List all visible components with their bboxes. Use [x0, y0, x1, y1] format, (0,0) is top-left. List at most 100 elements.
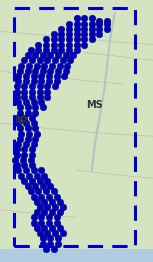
Point	[69, 58, 72, 62]
Point	[32, 121, 35, 125]
Point	[23, 152, 26, 157]
Point	[60, 32, 62, 36]
Point	[72, 53, 75, 57]
Point	[57, 242, 59, 246]
Point	[55, 194, 58, 199]
Point	[40, 221, 43, 225]
Point	[31, 84, 33, 89]
Point	[42, 184, 44, 188]
Point	[32, 74, 35, 78]
Point	[40, 100, 43, 104]
Point	[45, 247, 47, 251]
Point	[39, 205, 41, 209]
Point	[68, 48, 70, 52]
Point	[106, 27, 108, 31]
Point	[98, 27, 101, 31]
Point	[57, 69, 59, 73]
Point	[55, 215, 58, 220]
Point	[83, 32, 85, 36]
Point	[31, 90, 33, 94]
Point	[34, 184, 36, 188]
Point	[17, 100, 20, 104]
Point	[34, 69, 36, 73]
Point	[75, 21, 78, 26]
Point	[37, 189, 39, 193]
Point	[91, 37, 93, 41]
Point	[22, 158, 24, 162]
Point	[34, 105, 36, 110]
Point	[45, 37, 47, 41]
Point	[39, 179, 41, 183]
Point	[28, 173, 30, 178]
Point	[34, 111, 36, 115]
Point	[26, 69, 29, 73]
Point	[17, 121, 20, 125]
Point	[37, 48, 39, 52]
Point	[68, 21, 70, 26]
Point	[98, 32, 101, 36]
Point	[35, 210, 38, 214]
Point	[19, 137, 21, 141]
Point	[83, 42, 85, 47]
Point	[16, 147, 18, 151]
Point	[14, 158, 17, 162]
Point	[54, 84, 56, 89]
Point	[52, 37, 55, 41]
Point	[16, 116, 18, 120]
Point	[62, 58, 64, 62]
Bar	[0, 249, 153, 262]
Point	[46, 205, 49, 209]
Point	[26, 126, 29, 130]
Point	[23, 116, 26, 120]
Point	[43, 226, 46, 230]
Point	[106, 21, 108, 26]
Point	[51, 200, 53, 204]
Point	[75, 32, 78, 36]
Point	[48, 74, 50, 78]
Point	[32, 221, 35, 225]
Point	[40, 215, 43, 220]
Point	[49, 69, 52, 73]
Point	[55, 221, 58, 225]
Point	[25, 74, 27, 78]
Point	[25, 79, 27, 83]
Point	[58, 226, 61, 230]
Point	[35, 173, 38, 178]
Point	[26, 137, 29, 141]
Point	[16, 84, 18, 89]
Point	[52, 189, 55, 193]
Point	[29, 158, 32, 162]
Point	[60, 37, 62, 41]
Point	[52, 32, 55, 36]
Point	[49, 236, 52, 241]
Point	[32, 79, 35, 83]
Point	[75, 48, 78, 52]
Point	[23, 58, 26, 62]
Point	[34, 53, 36, 57]
Point	[60, 42, 62, 47]
Point	[32, 215, 35, 220]
Point	[51, 63, 53, 68]
Point	[39, 84, 41, 89]
Point	[29, 189, 32, 193]
Point	[19, 111, 21, 115]
Point	[58, 210, 61, 214]
Point	[25, 168, 27, 172]
Text: MS: MS	[86, 100, 103, 110]
Point	[57, 53, 59, 57]
Point	[49, 184, 52, 188]
Point	[42, 236, 44, 241]
Point	[46, 58, 49, 62]
Point	[40, 79, 43, 83]
Point	[26, 53, 29, 57]
Point	[43, 200, 46, 204]
Point	[48, 221, 50, 225]
Point	[42, 242, 44, 246]
Point	[54, 231, 56, 235]
Point	[35, 63, 38, 68]
Point	[42, 69, 44, 73]
Point	[66, 63, 69, 68]
Point	[46, 95, 49, 99]
Point	[65, 53, 67, 57]
Point	[83, 21, 85, 26]
